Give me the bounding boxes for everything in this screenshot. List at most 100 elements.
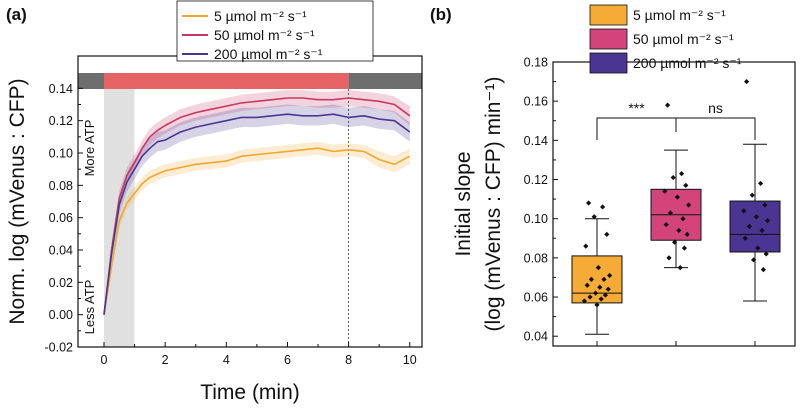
data-point-200 [758, 180, 764, 187]
series-line-5 [103, 147, 411, 315]
box-200 [729, 200, 781, 253]
y-tick-label-a: 0.02 [49, 276, 73, 290]
legend-a-label-200: 200 µmol m⁻² s⁻¹ [214, 46, 323, 62]
x-axis-label: Time (min) [200, 381, 300, 404]
y-axis-label: Norm. log (mVenus : CFP) [6, 78, 29, 324]
data-point-50 [672, 239, 678, 245]
data-point-50 [665, 102, 671, 108]
data-point-200 [741, 208, 747, 214]
y-tick-label-b: 0.10 [524, 212, 548, 226]
data-points [581, 78, 771, 308]
data-point-200 [755, 245, 761, 251]
data-point-200 [746, 223, 752, 230]
data-point-5 [607, 272, 613, 279]
y-tick-label-b: 0.16 [524, 95, 548, 109]
legend-a: 5 µmol m⁻² s⁻¹ 50 µmol m⁻² s⁻¹ 200 µmol … [176, 0, 374, 62]
significance-label: ns [708, 100, 723, 116]
plot-frame-b [552, 61, 796, 347]
y-tick-label-a: 0.04 [49, 244, 73, 258]
legend-b-swatch-50 [589, 28, 628, 50]
y-tick-label-b: 0.08 [524, 251, 548, 265]
data-point-5 [602, 292, 608, 298]
x-axis-a: 0 2 4 6 8 10 [101, 342, 417, 367]
data-point-5 [591, 214, 597, 220]
light-bar-illuminated [103, 73, 349, 89]
y-tick-label-b: 0.06 [524, 291, 548, 305]
data-point-50 [683, 182, 689, 188]
data-point-200 [753, 214, 759, 220]
data-point-200 [760, 267, 766, 273]
data-point-200 [759, 227, 765, 234]
series-lines [103, 97, 411, 315]
data-point-200 [744, 78, 750, 85]
data-point-5 [583, 243, 589, 249]
legend-a-label-50: 50 µmol m⁻² s⁻¹ [214, 27, 315, 43]
series-line-50 [103, 97, 411, 315]
data-point-50 [680, 216, 686, 222]
data-point-5 [595, 265, 601, 271]
data-point-50 [674, 194, 680, 200]
panel-b-label: (b) [430, 5, 452, 24]
data-point-5 [581, 298, 587, 304]
x-tick-label-a: 6 [284, 353, 291, 367]
data-point-5 [597, 284, 603, 290]
data-point-50 [681, 245, 687, 251]
y-tick-label-b: 0.12 [524, 173, 548, 187]
panel-a-label: (a) [6, 5, 27, 24]
legend-b-label-50: 50 µmol m⁻² s⁻¹ [633, 31, 734, 47]
data-point-50 [686, 202, 692, 208]
light-bar-dark-end [348, 73, 422, 89]
x-tick-label-a: 2 [162, 353, 169, 367]
significance-bracket [675, 117, 756, 140]
data-point-50 [663, 221, 669, 228]
data-point-5 [588, 276, 594, 283]
data-point-5 [604, 231, 610, 237]
data-point-50 [666, 255, 672, 261]
legend-b-label-5: 5 µmol m⁻² s⁻¹ [633, 7, 726, 23]
data-point-5 [605, 286, 611, 292]
y-tick-label-a: 0.14 [49, 82, 73, 96]
y-tick-label-a: 0.10 [49, 147, 73, 161]
significance-brackets: *** ns [596, 100, 756, 140]
legend-b-swatch-200 [589, 52, 628, 74]
data-point-50 [679, 171, 685, 177]
y-tick-label-a: 0.12 [49, 114, 73, 128]
panel-b: (b) 0.04 0.06 0.08 0.10 0.12 0.14 0.16 0.18 ***… [430, 4, 796, 347]
data-point-50 [676, 227, 682, 234]
data-point-200 [742, 235, 748, 241]
x-tick-label-a: 8 [345, 353, 352, 367]
x-tick-label-a: 0 [101, 353, 108, 367]
error-band-200 [104, 104, 410, 315]
panel-a: (a) -0.02 0.00 0.02 0.04 0.06 0.08 0.10 0.12 0.1… [6, 0, 423, 404]
y-tick-label-a: 0.08 [49, 179, 73, 193]
series-line-200 [103, 113, 411, 315]
significance-bracket [596, 117, 677, 140]
legend-b-swatch-5 [589, 4, 628, 26]
x-tick-label-a: 4 [223, 353, 230, 367]
data-point-200 [763, 251, 769, 257]
shaded-interval [103, 89, 135, 347]
data-point-5 [587, 294, 593, 300]
x-axis-b [596, 341, 756, 346]
error-band-5 [104, 141, 410, 315]
error-bands [104, 89, 410, 315]
light-bar-dark-start [78, 73, 104, 89]
data-point-200 [749, 192, 755, 198]
legend-b: 5 µmol m⁻² s⁻¹ 50 µmol m⁻² s⁻¹ 200 µmol … [589, 4, 742, 74]
data-point-50 [662, 188, 668, 194]
y-tick-label-a: -0.02 [45, 341, 74, 355]
data-point-5 [594, 302, 600, 308]
significance-label: *** [628, 100, 645, 116]
data-point-5 [593, 290, 599, 296]
y-axis-label-b-line1: Initial slope [452, 151, 475, 256]
y-tick-label-b: 0.04 [524, 330, 548, 344]
data-point-5 [601, 276, 607, 283]
y-tick-label-b: 0.18 [524, 56, 548, 70]
data-point-50 [667, 210, 673, 216]
y-tick-label-b: 0.14 [524, 134, 548, 148]
data-point-50 [670, 174, 676, 181]
y-tick-label-a: 0.00 [49, 308, 73, 322]
data-point-5 [600, 204, 606, 210]
data-point-5 [586, 200, 592, 206]
